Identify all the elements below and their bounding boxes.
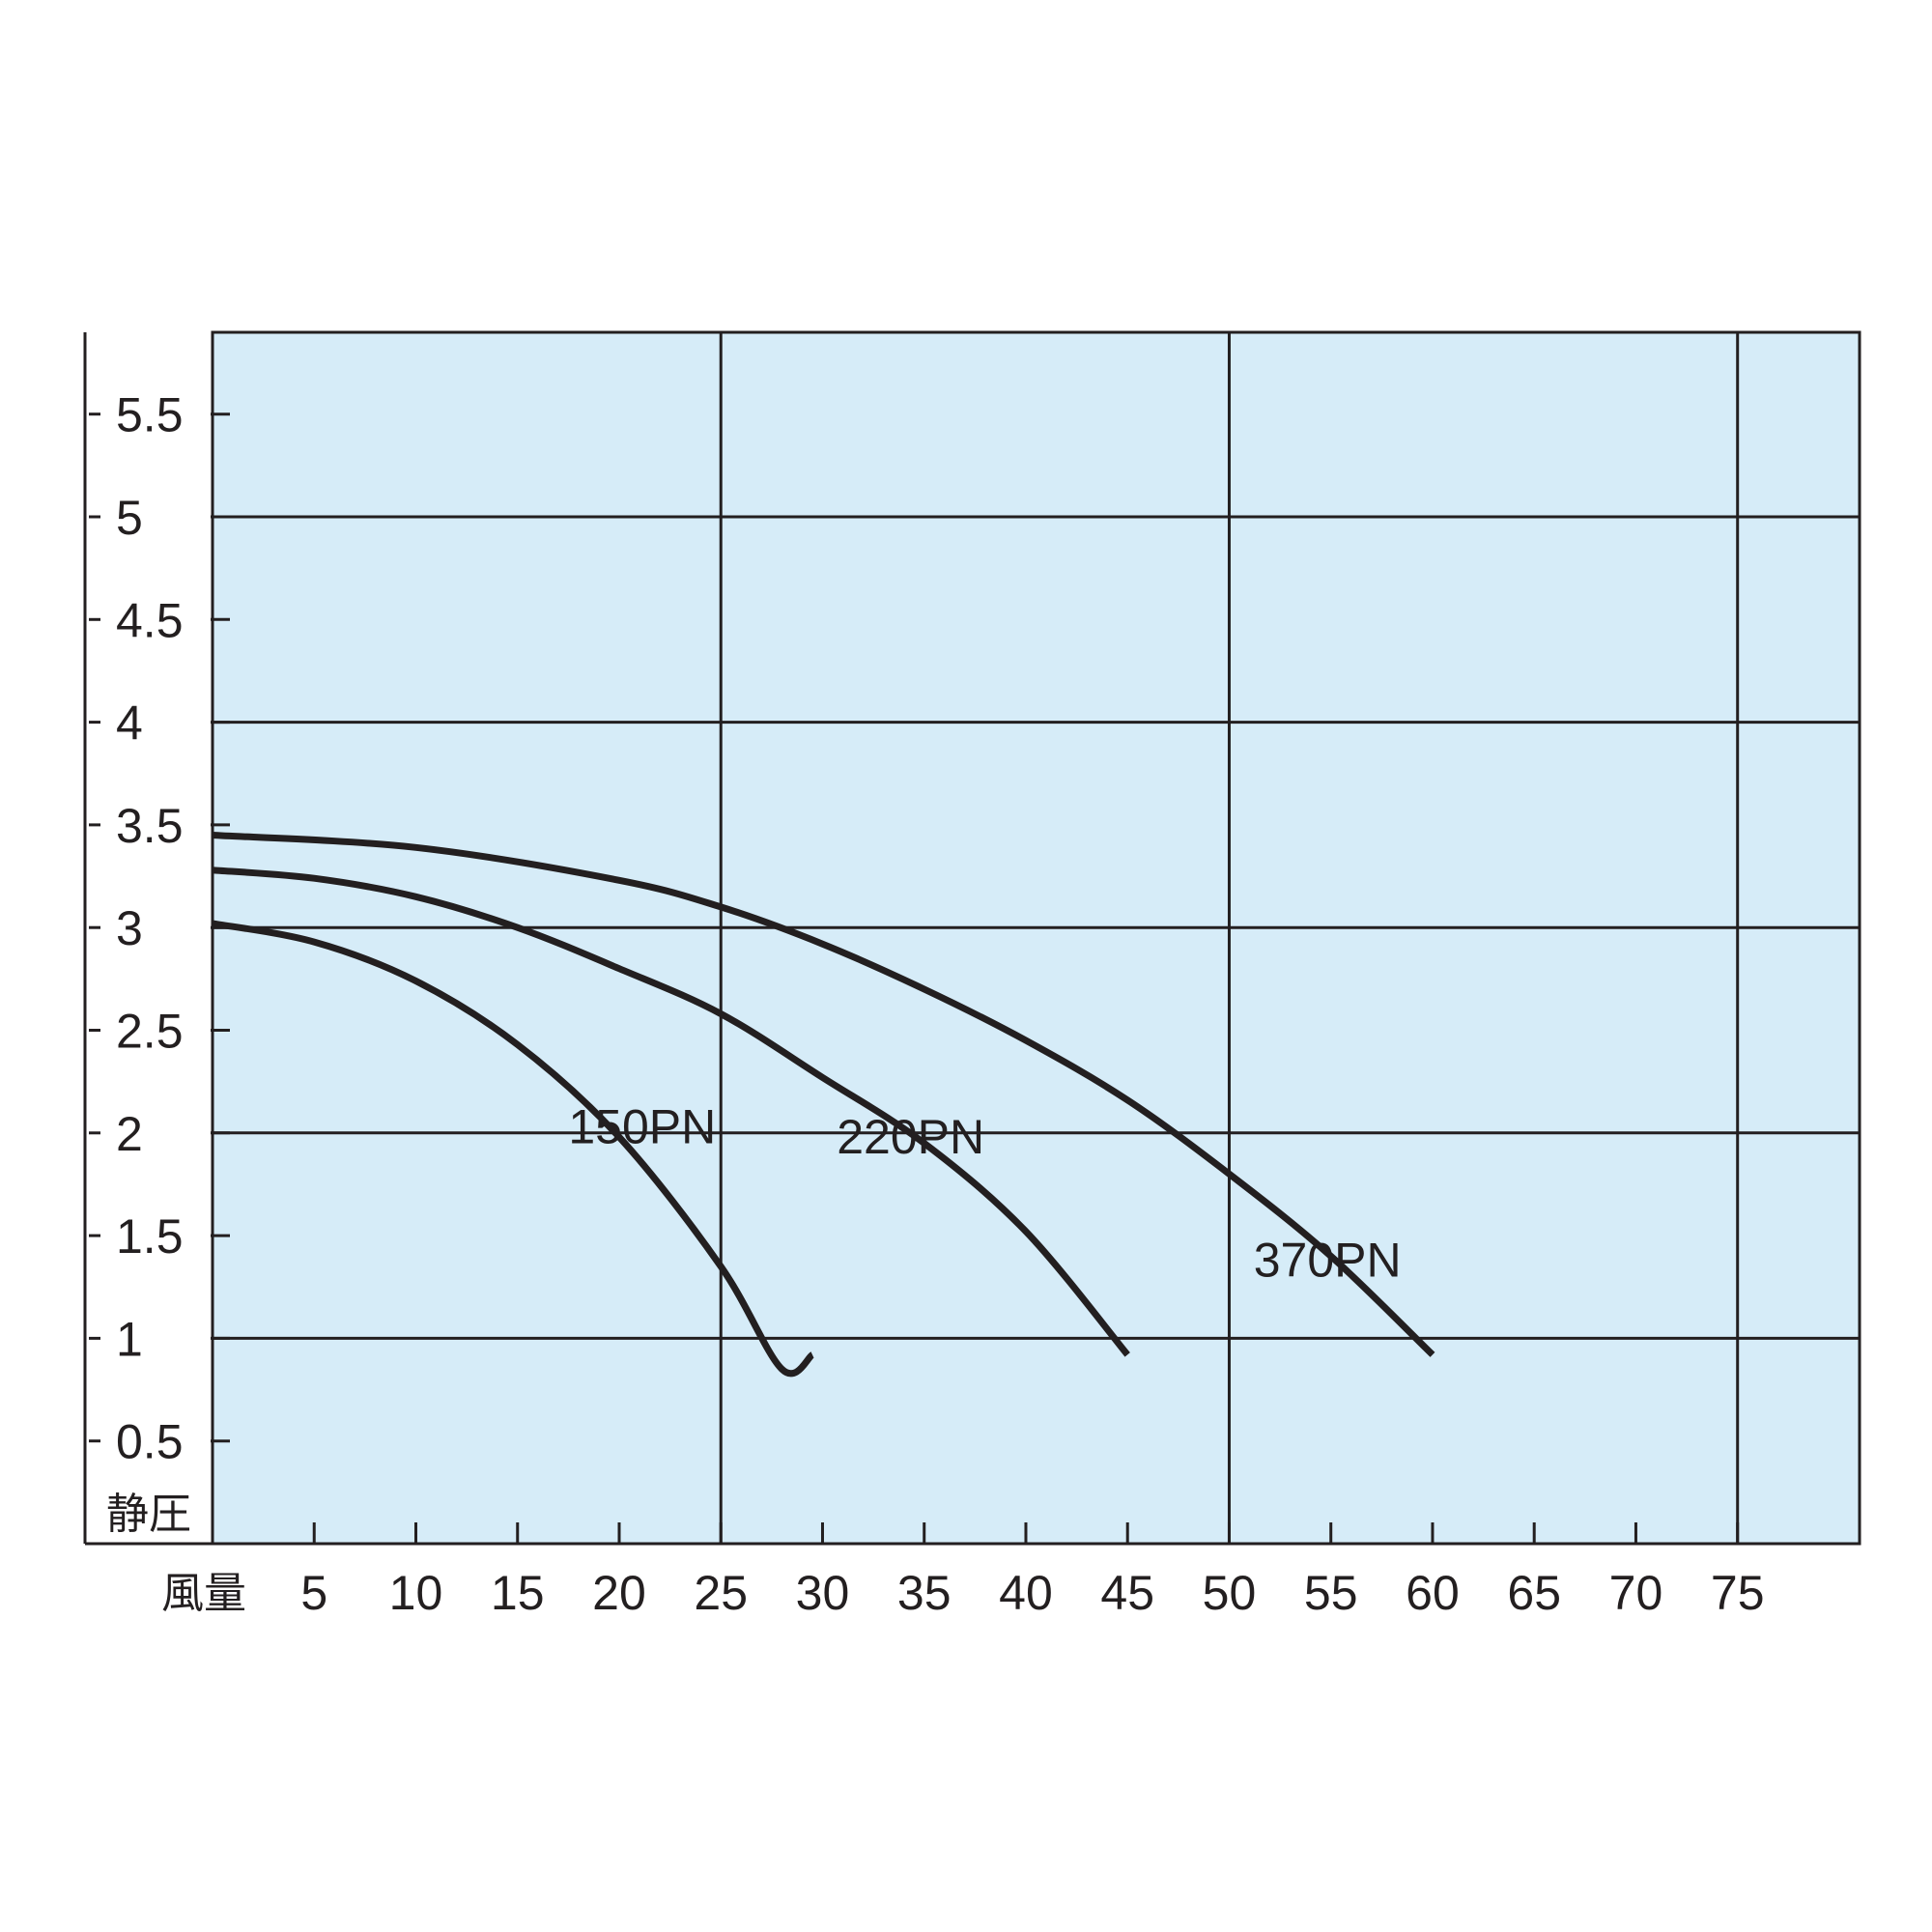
x-tick-label: 40	[999, 1566, 1053, 1620]
y-tick-label: 0.5	[116, 1415, 184, 1469]
x-tick-label: 65	[1507, 1566, 1561, 1620]
y-tick-label: 2	[116, 1107, 143, 1161]
y-axis-label: 静圧	[106, 1490, 191, 1539]
x-tick-label: 30	[796, 1566, 850, 1620]
y-tick-label: 5.5	[116, 388, 184, 442]
series-line-370pn	[212, 832, 1435, 1357]
series-labels: 150PN 220PN 370PN	[568, 1099, 1401, 1287]
x-tick-label: 15	[491, 1566, 545, 1620]
x-tick-label: 20	[592, 1566, 646, 1620]
x-tick-label: 10	[389, 1566, 443, 1620]
series-line-150pn	[212, 920, 815, 1378]
series-label-220pn: 220PN	[837, 1110, 984, 1164]
x-tick-label: 50	[1203, 1566, 1257, 1620]
y-tick-label: 3	[116, 901, 143, 955]
x-tick-label: 60	[1406, 1566, 1460, 1620]
gridlines	[213, 332, 1860, 1544]
x-axis-ticks: 5 10 15 20 25 30 35 40 45 50 55 60 65 70 75	[300, 1522, 1765, 1620]
plot-area	[213, 332, 1860, 1544]
x-tick-label: 25	[694, 1566, 748, 1620]
x-axis-label: 風量	[161, 1569, 246, 1618]
y-tick-label: 3.5	[116, 799, 184, 853]
y-tick-label: 4	[116, 696, 143, 751]
x-tick-label: 55	[1304, 1566, 1358, 1620]
x-tick-label: 45	[1100, 1566, 1154, 1620]
x-tick-label: 70	[1609, 1566, 1663, 1620]
y-axis-ticks: 0.5 1 1.5 2 2.5 3 3.5 4 4.5 5 5.5	[89, 388, 230, 1469]
series-label-150pn: 150PN	[568, 1099, 716, 1153]
series-label-370pn: 370PN	[1254, 1234, 1402, 1288]
y-tick-label: 1	[116, 1312, 143, 1366]
axes	[83, 330, 1861, 1546]
y-tick-label: 2.5	[116, 1005, 184, 1059]
plot-frame	[211, 330, 1861, 1546]
x-tick-label: 5	[300, 1566, 327, 1620]
x-tick-label: 35	[897, 1566, 952, 1620]
series-line-220pn	[212, 867, 1130, 1357]
y-tick-label: 5	[116, 491, 143, 545]
y-tick-label: 1.5	[116, 1209, 184, 1264]
x-tick-label: 75	[1711, 1566, 1765, 1620]
series-lines	[212, 832, 1435, 1378]
y-tick-label: 4.5	[116, 593, 184, 647]
